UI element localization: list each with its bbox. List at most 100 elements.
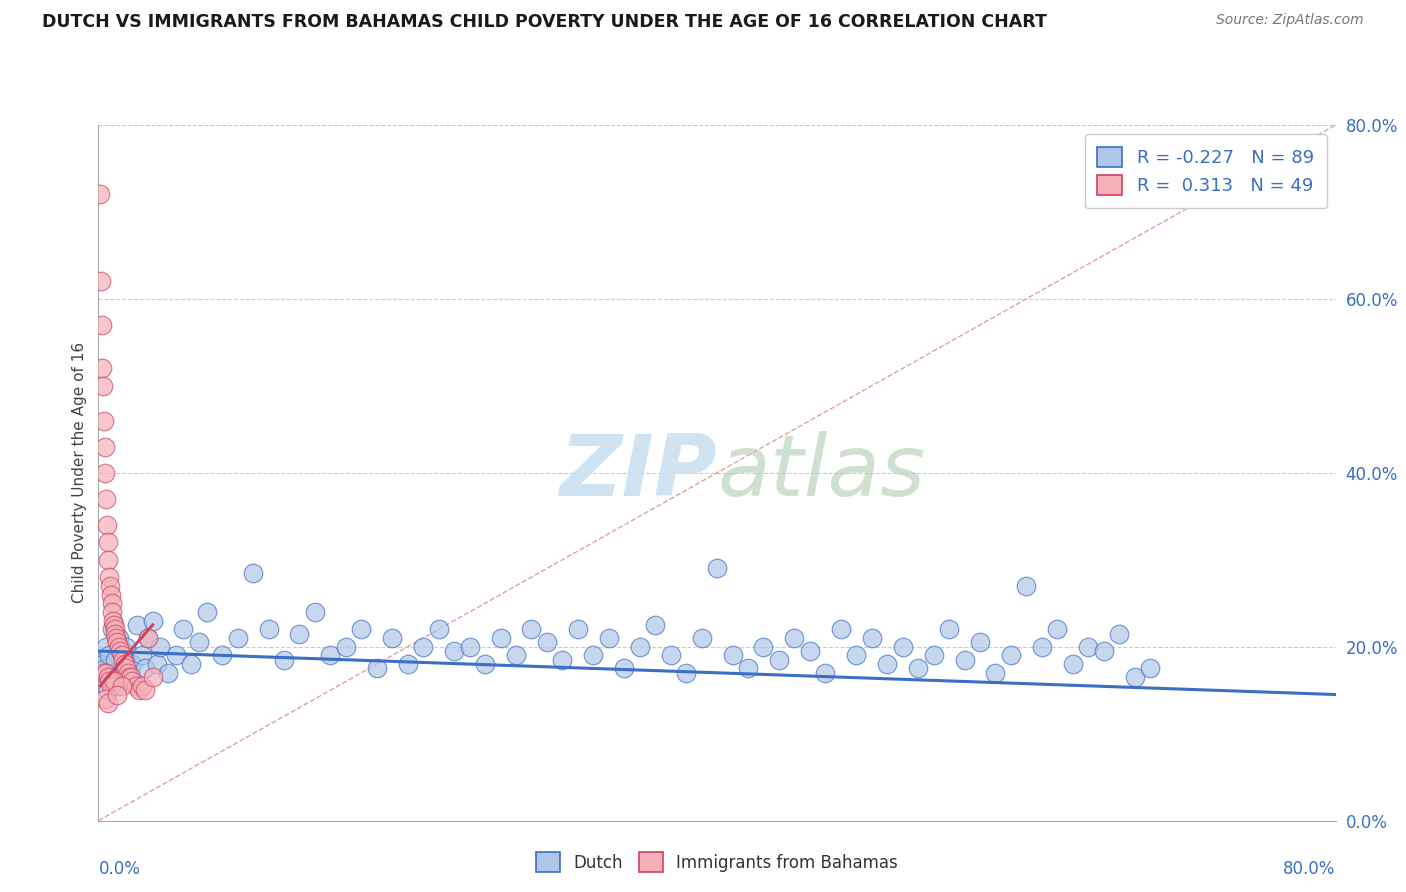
Text: DUTCH VS IMMIGRANTS FROM BAHAMAS CHILD POVERTY UNDER THE AGE OF 16 CORRELATION C: DUTCH VS IMMIGRANTS FROM BAHAMAS CHILD P… xyxy=(42,13,1047,31)
Point xyxy=(1139,661,1161,675)
Point xyxy=(103,674,125,689)
Point xyxy=(489,631,512,645)
Point xyxy=(97,535,120,549)
Point xyxy=(180,657,202,671)
Point xyxy=(427,623,450,637)
Point xyxy=(103,665,125,680)
Point xyxy=(938,623,960,637)
Point xyxy=(628,640,651,654)
Point xyxy=(142,670,165,684)
Point xyxy=(242,566,264,580)
Point xyxy=(103,618,125,632)
Point xyxy=(304,605,326,619)
Point xyxy=(100,596,122,610)
Point xyxy=(136,631,159,645)
Point xyxy=(101,614,124,628)
Y-axis label: Child Poverty Under the Age of 16: Child Poverty Under the Age of 16 xyxy=(72,343,87,603)
Point xyxy=(1062,657,1084,671)
Point xyxy=(105,631,128,645)
Point xyxy=(273,653,295,667)
Point xyxy=(891,640,914,654)
Point xyxy=(98,674,121,689)
Point xyxy=(97,696,120,710)
Point xyxy=(108,644,131,658)
Point xyxy=(121,674,143,689)
Point xyxy=(118,670,141,684)
Point xyxy=(350,623,373,637)
Point xyxy=(131,648,153,663)
Point xyxy=(969,635,991,649)
Point xyxy=(845,648,868,663)
Point xyxy=(111,648,134,663)
Point xyxy=(117,665,139,680)
Point xyxy=(288,626,311,640)
Point xyxy=(582,648,605,663)
Point xyxy=(474,657,496,671)
Point xyxy=(984,665,1007,680)
Point xyxy=(567,623,589,637)
Text: Source: ZipAtlas.com: Source: ZipAtlas.com xyxy=(1216,13,1364,28)
Point xyxy=(458,640,481,654)
Point xyxy=(737,661,759,675)
Point xyxy=(115,640,138,654)
Point xyxy=(598,631,620,645)
Point xyxy=(412,640,434,654)
Point xyxy=(111,670,134,684)
Point xyxy=(115,661,138,675)
Point xyxy=(131,679,153,693)
Point xyxy=(860,631,883,645)
Point xyxy=(89,187,111,202)
Point xyxy=(257,623,280,637)
Point xyxy=(922,648,945,663)
Point xyxy=(1031,640,1053,654)
Point xyxy=(134,683,156,698)
Point xyxy=(91,665,114,680)
Point xyxy=(104,623,127,637)
Point xyxy=(93,692,115,706)
Point xyxy=(149,640,172,654)
Point xyxy=(90,274,112,288)
Point xyxy=(721,648,744,663)
Point xyxy=(98,579,121,593)
Point xyxy=(659,648,682,663)
Point xyxy=(536,635,558,649)
Point xyxy=(97,552,120,567)
Point xyxy=(114,657,136,671)
Point xyxy=(1077,640,1099,654)
Point xyxy=(120,670,142,684)
Point xyxy=(118,665,141,680)
Point xyxy=(96,491,118,506)
Point xyxy=(100,674,122,689)
Point xyxy=(520,623,543,637)
Point xyxy=(105,688,128,702)
Point xyxy=(104,626,127,640)
Point xyxy=(319,648,342,663)
Text: ZIP: ZIP xyxy=(560,431,717,515)
Point xyxy=(101,623,124,637)
Point xyxy=(1015,579,1038,593)
Point xyxy=(188,635,211,649)
Point xyxy=(97,683,120,698)
Point xyxy=(93,661,115,675)
Point xyxy=(752,640,775,654)
Point xyxy=(335,640,357,654)
Point xyxy=(128,683,150,698)
Point xyxy=(443,644,465,658)
Point xyxy=(226,631,249,645)
Point xyxy=(91,657,114,671)
Point xyxy=(91,378,114,392)
Point xyxy=(96,640,118,654)
Point xyxy=(1046,623,1069,637)
Legend: Dutch, Immigrants from Bahamas: Dutch, Immigrants from Bahamas xyxy=(530,846,904,879)
Point xyxy=(93,413,115,427)
Point xyxy=(551,653,574,667)
Point xyxy=(127,618,149,632)
Point xyxy=(100,587,122,601)
Point xyxy=(396,657,419,671)
Point xyxy=(211,648,233,663)
Point xyxy=(105,679,128,693)
Point xyxy=(799,644,821,658)
Point xyxy=(100,679,122,693)
Point xyxy=(136,631,159,645)
Point xyxy=(195,605,218,619)
